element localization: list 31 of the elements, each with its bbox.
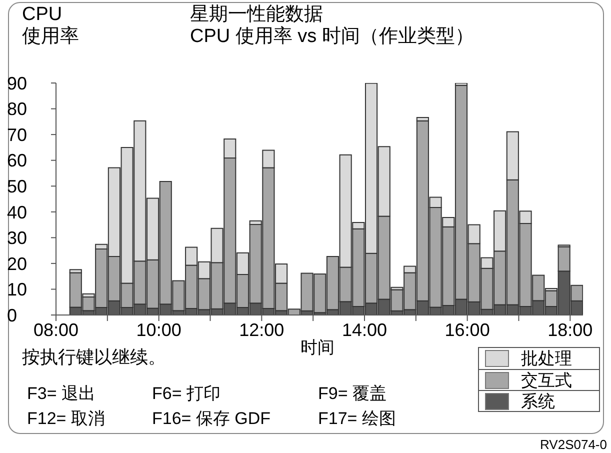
x-tick-label: 08:00	[33, 320, 79, 340]
y-tick-label: 0	[7, 305, 18, 326]
y-tick-label: 60	[7, 150, 28, 171]
x-axis-title: 时间	[300, 338, 334, 357]
text: F3= 退出	[27, 383, 96, 405]
y-tick-label: 30	[7, 228, 28, 248]
text: F6= 打印	[152, 383, 220, 405]
text: RV2S074-0	[540, 437, 607, 452]
y-tick-label: 90	[7, 73, 28, 94]
legend-label: 系统	[521, 390, 555, 412]
y-tick-label: 40	[7, 202, 28, 222]
chart-subtitle: CPU 使用率 vs 时间（作业类型）	[190, 26, 474, 48]
y-tick-label: 70	[7, 124, 28, 145]
y-tick-label: 80	[7, 99, 28, 120]
text: 按执行键以继续。	[22, 346, 166, 369]
text: F12= 取消	[27, 408, 105, 430]
x-tick-label: 12:00	[239, 320, 284, 340]
text: F16= 保存 GDF	[152, 408, 271, 430]
y-axis-title: CPU 使用率	[22, 4, 79, 48]
legend-label: 批处理	[521, 348, 572, 370]
y-tick-label: 20	[7, 254, 28, 274]
x-tick-label: 18:00	[548, 320, 593, 340]
text: F9= 覆盖	[318, 383, 386, 405]
chart-title: 星期一性能数据	[190, 4, 324, 26]
x-tick-label: 14:00	[342, 320, 388, 340]
text: F17= 绘图	[318, 408, 396, 430]
legend-label: 交互式	[521, 370, 572, 392]
x-tick-label: 16:00	[444, 320, 490, 340]
y-tick-label: 10	[7, 280, 28, 300]
x-tick-label: 10:00	[136, 320, 182, 340]
y-tick-label: 50	[7, 176, 28, 196]
